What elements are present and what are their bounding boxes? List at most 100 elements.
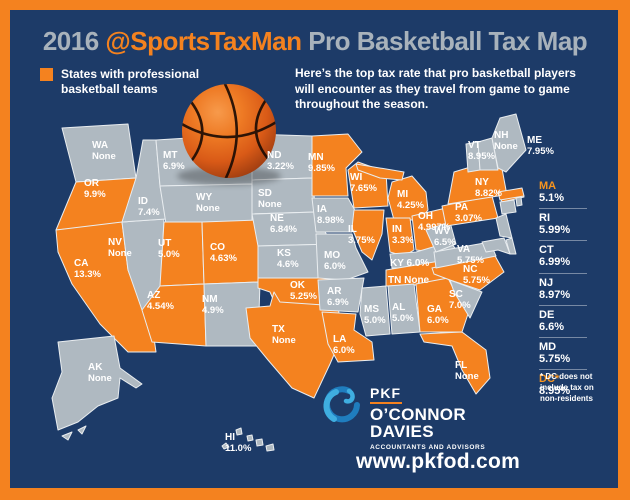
state-rate-NE: 6.84% xyxy=(270,224,297,235)
state-rate-OK: 5.25% xyxy=(290,291,317,302)
pkf-swirl-icon xyxy=(323,386,360,423)
state-rate-MN: 9.85% xyxy=(308,163,335,174)
state-label-WI: WI xyxy=(350,172,362,183)
tax-list-label-CT: CT xyxy=(539,244,554,257)
state-label-NH: NH xyxy=(494,130,508,141)
list-divider xyxy=(539,336,587,338)
state-label-KY: KY 6.0% xyxy=(390,258,429,269)
tax-list-rate-MD: 5.75% xyxy=(539,353,571,366)
state-label-GA: GA xyxy=(427,304,442,315)
state-label-AZ: AZ xyxy=(147,290,160,301)
list-divider xyxy=(539,272,587,274)
page-title: 2016 @SportsTaxMan Pro Basketball Tax Ma… xyxy=(0,26,630,57)
state-label-AR: AR xyxy=(327,286,342,297)
list-divider xyxy=(539,304,587,306)
state-rate-CA: 13.3% xyxy=(74,269,101,280)
tax-list-rate-RI: 5.99% xyxy=(539,224,571,237)
state-rate-IA: 8.98% xyxy=(317,215,344,226)
state-label-IA: IA xyxy=(317,204,327,215)
state-label-KS: KS xyxy=(277,248,291,259)
logo-name-line1: O’CONNOR xyxy=(370,405,466,424)
state-rate-IL: 3.75% xyxy=(348,235,375,246)
state-rate-TX: None xyxy=(272,335,296,346)
state-rate-MS: 5.0% xyxy=(364,315,386,326)
state-WV xyxy=(425,221,457,253)
state-label-OR: OR xyxy=(84,178,100,189)
state-FL xyxy=(419,331,491,395)
logo-name-line2: DAVIES xyxy=(370,422,434,442)
state-label-CO: CO xyxy=(210,242,225,253)
state-rate-NM: 4.9% xyxy=(202,305,224,316)
state-rate-AZ: 4.54% xyxy=(147,301,174,312)
state-label-TN: TN None xyxy=(388,275,430,286)
state-label-VT: VT xyxy=(468,140,481,151)
east-tax-list: MA 5.1% RI 5.99% CT 6.99% NJ 8.97% DE 6.6% MD 5.75%… xyxy=(539,180,595,397)
state-rate-VA: 5.75% xyxy=(457,255,484,266)
state-label-SD: SD xyxy=(258,188,272,199)
title-suffix: Pro Basketball Tax Map xyxy=(301,26,588,56)
state-AR xyxy=(317,277,365,313)
state-rate-MT: 6.9% xyxy=(163,161,185,172)
state-label-FL: FL xyxy=(455,360,467,371)
state-label-WA: WA xyxy=(92,140,108,151)
state-label-SC: SC xyxy=(449,289,463,300)
state-label-NE: NE xyxy=(270,213,284,224)
state-label-NM: NM xyxy=(202,294,218,305)
state-label-UT: UT xyxy=(158,238,171,249)
tax-list-label-DC: DC* xyxy=(539,373,560,386)
state-AZ xyxy=(141,283,207,347)
logo-rule xyxy=(370,402,402,404)
state-MD xyxy=(481,237,511,255)
website-text: www.pkfod.com xyxy=(356,450,521,473)
state-rate-LA: 6.0% xyxy=(333,345,355,356)
state-rate-KS: 4.6% xyxy=(277,259,299,270)
state-label-WV: WV xyxy=(434,226,450,237)
hawaii-island xyxy=(246,434,254,442)
state-rate-SC: 7.0% xyxy=(449,300,471,311)
state-rate-PA: 3.07% xyxy=(455,213,482,224)
michigan-upper-peninsula xyxy=(355,163,405,181)
state-MO xyxy=(315,233,369,281)
state-rate-AL: 5.0% xyxy=(392,313,414,324)
tax-list-rate-MA: 5.1% xyxy=(539,192,565,205)
state-rate-UT: 5.0% xyxy=(158,249,180,260)
state-rate-NY: 8.82% xyxy=(475,188,502,199)
state-label-OK: OK xyxy=(290,280,306,291)
state-label-MO: MO xyxy=(324,250,340,261)
state-label-IN: IN xyxy=(392,224,402,235)
state-label-ME: ME xyxy=(527,135,542,146)
hawaii-island xyxy=(265,443,275,452)
tax-list-label-MA: MA xyxy=(539,180,557,192)
state-rate-VT: 8.95% xyxy=(468,151,495,162)
state-label-MN: MN xyxy=(308,152,324,163)
intro-text: Here’s the top tax rate that pro basketb… xyxy=(295,66,576,112)
state-rate-ID: 7.4% xyxy=(138,207,160,218)
pkf-logo: PKF O’CONNOR DAVIES ACCOUNTANTS AND ADVI… xyxy=(322,386,485,451)
state-NJ xyxy=(495,213,513,239)
state-rate-MO: 6.0% xyxy=(324,261,346,272)
state-RI xyxy=(515,196,523,207)
state-rate-IN: 3.3% xyxy=(392,235,414,246)
state-rate-OH: 4.997% xyxy=(418,222,451,233)
state-ME xyxy=(491,113,527,173)
tax-list-label-DE: DE xyxy=(539,308,555,321)
state-label-MI: MI xyxy=(397,189,408,200)
list-divider xyxy=(539,369,587,371)
state-rate-SD: None xyxy=(258,199,282,210)
state-label-LA: LA xyxy=(333,334,346,345)
state-CT xyxy=(499,199,517,215)
list-divider xyxy=(539,208,587,210)
state-rate-ME: 7.95% xyxy=(527,146,554,157)
state-VA xyxy=(433,241,497,269)
state-rate-CO: 4.63% xyxy=(210,253,237,264)
hawaii-island xyxy=(255,438,264,447)
state-label-MS: MS xyxy=(364,304,379,315)
alaska-island xyxy=(77,425,87,435)
title-handle: @SportsTaxMan xyxy=(105,26,302,56)
logo-tagline: ACCOUNTANTS AND ADVISORS xyxy=(370,443,486,451)
legend-label: States with professional basketball team… xyxy=(61,67,200,96)
state-label-VA: VA xyxy=(457,244,470,255)
state-rate-HI: 11.0% xyxy=(225,443,252,454)
state-SC xyxy=(449,279,483,319)
state-rate-AR: 6.9% xyxy=(327,297,349,308)
